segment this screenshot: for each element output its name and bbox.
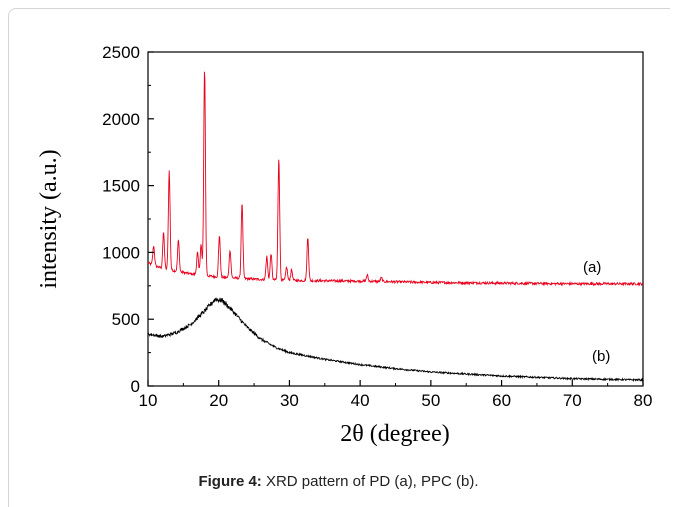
x-tick-label: 60 [492,391,511,410]
caption-label: Figure 4: [198,473,262,490]
series-layer [147,71,644,383]
x-tick-label: 80 [634,391,653,410]
xrd-chart: 10 20 30 40 50 60 70 80 0 500 1000 1500 2000 2500 2θ … [36,43,652,447]
y-tick-label: 1500 [102,177,140,196]
series-label-a: (a) [583,259,601,276]
x-tick-label: 70 [563,391,582,410]
y-tick-label: 500 [112,310,140,329]
series-line-a [147,71,644,287]
y-tick-label: 2000 [102,110,140,129]
series-line-b [147,297,644,383]
x-tick-label: 10 [139,391,158,410]
series-label-b: (b) [592,348,610,365]
y-axis-title: intensity (a.u.) [36,149,62,288]
y-tick-label: 2500 [102,43,140,62]
caption-text: XRD pattern of PD (a), PPC (b). [261,473,479,490]
x-tick-label: 40 [351,391,370,410]
plot-area [147,51,644,387]
axis-layer: 10 20 30 40 50 60 70 80 0 500 1000 1500 2000 2500 [102,43,652,410]
figure-frame [8,8,670,507]
x-tick-label: 50 [421,391,440,410]
y-tick-label: 1000 [102,243,140,262]
x-axis-title: 2θ (degree) [340,421,449,447]
x-tick-label: 30 [280,391,299,410]
y-tick-label: 0 [131,377,140,396]
x-tick-label: 20 [209,391,228,410]
figure-caption: Figure 4: XRD pattern of PD (a), PPC (b)… [0,473,677,490]
